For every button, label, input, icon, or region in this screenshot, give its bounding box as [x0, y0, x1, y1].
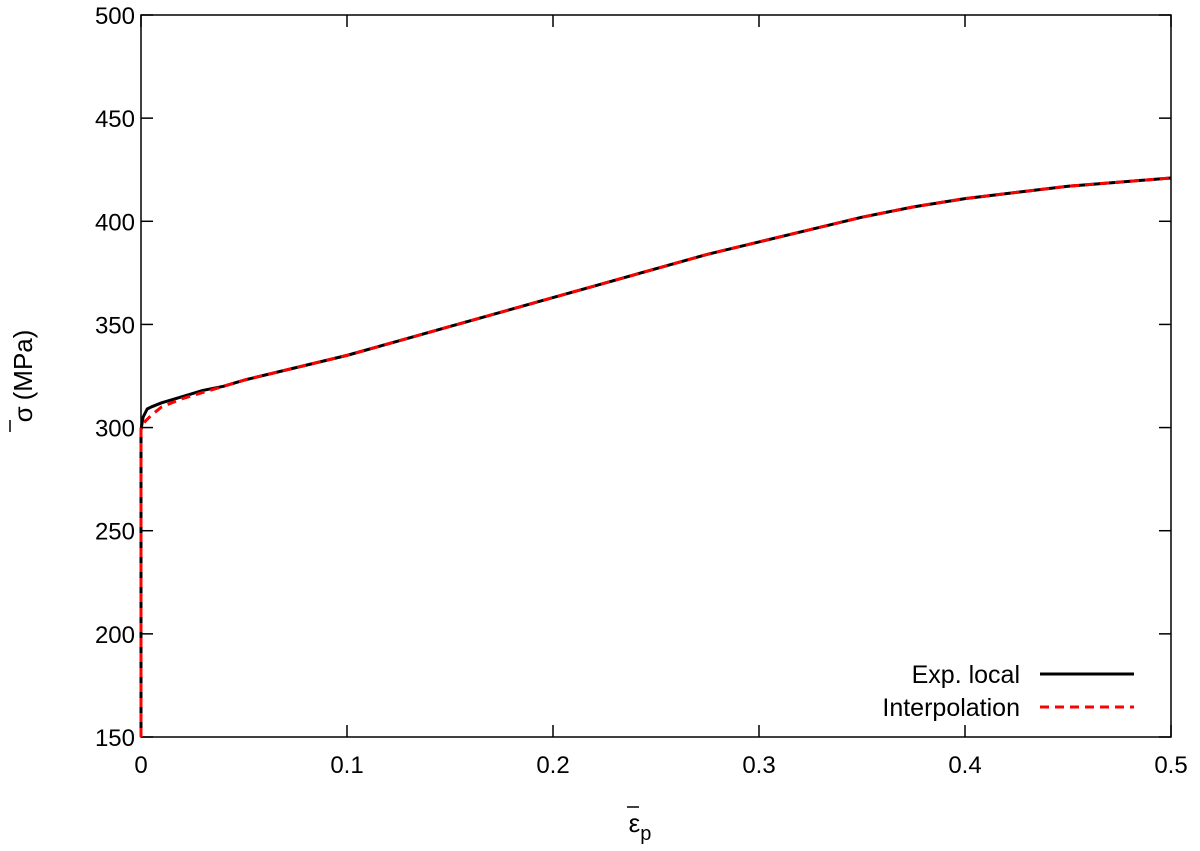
x-tick-label: 0: [134, 752, 147, 779]
x-axis-title: εp: [627, 806, 652, 845]
y-tick-label: 250: [95, 519, 135, 546]
y-tick-label: 450: [95, 106, 135, 133]
y-tick-label: 400: [95, 209, 135, 236]
axis-ticks: 0 0.1 0.2 0.3 0.4 0.5 150 200 250 300 350 400 450 500: [95, 3, 1188, 779]
svg-text:εp: εp: [629, 808, 652, 845]
y-axis-symbol: σ: [8, 406, 38, 422]
x-tick-label: 0.5: [1154, 752, 1187, 779]
x-axis-subscript: p: [640, 823, 651, 845]
plot-area-frame: [140, 14, 1172, 738]
series-line-interpolation: [139, 176, 1172, 737]
y-tick-label: 300: [95, 416, 135, 443]
x-tick-label: 0.1: [330, 752, 363, 779]
series-line-exp-local: [139, 176, 1172, 737]
y-axis-unit: (MPa): [8, 330, 38, 401]
x-tick-label: 0.4: [948, 752, 981, 779]
svg-text:σ(MPa): σ (MPa): [8, 330, 38, 423]
y-tick-label: 150: [95, 725, 135, 752]
x-tick-label: 0.3: [742, 752, 775, 779]
x-axis-symbol: ε: [629, 808, 641, 838]
x-tick-label: 0.2: [536, 752, 569, 779]
legend: Exp. local Interpolation: [882, 661, 1134, 722]
legend-label-interpolation: Interpolation: [882, 694, 1020, 722]
series-layer: [139, 176, 1172, 737]
y-axis-title: σ (MPa): [8, 330, 38, 432]
y-tick-label: 350: [95, 312, 135, 339]
y-tick-label: 500: [95, 3, 135, 30]
y-tick-label: 200: [95, 622, 135, 649]
legend-label-exp-local: Exp. local: [912, 661, 1020, 689]
